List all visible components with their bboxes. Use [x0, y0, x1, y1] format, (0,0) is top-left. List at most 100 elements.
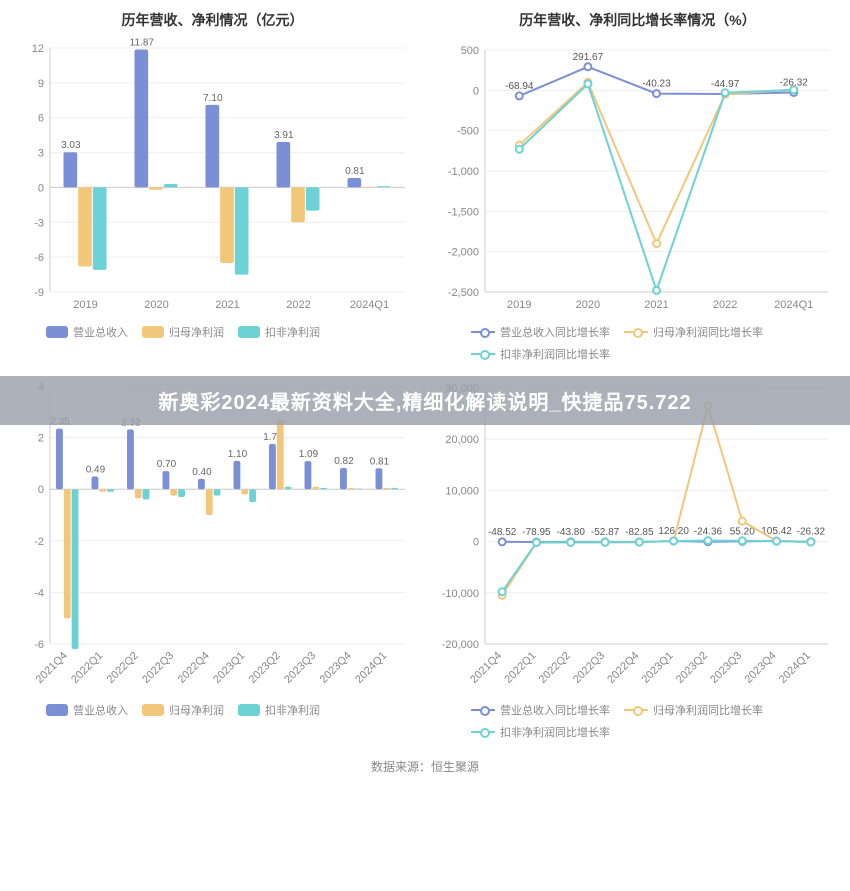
data-source-footer: 数据来源：恒生聚源 — [0, 748, 850, 793]
svg-text:12: 12 — [32, 43, 44, 55]
legend-label: 扣非净利润 — [265, 702, 320, 718]
svg-text:-4: -4 — [34, 587, 44, 599]
legend-tl: 营业总收入 归母净利润 扣非净利润 — [10, 318, 415, 342]
swatch-icon — [471, 327, 495, 337]
svg-text:-6: -6 — [34, 252, 44, 264]
legend-item: 营业总收入同比增长率 — [471, 702, 610, 718]
svg-text:2022Q2: 2022Q2 — [537, 650, 573, 686]
svg-text:291.67: 291.67 — [573, 52, 604, 63]
svg-text:2022Q4: 2022Q4 — [605, 650, 641, 686]
svg-text:9: 9 — [38, 78, 44, 90]
svg-text:0: 0 — [473, 537, 479, 549]
legend-item: 营业总收入 — [46, 702, 128, 718]
svg-text:3.03: 3.03 — [61, 140, 81, 151]
svg-text:2024Q1: 2024Q1 — [774, 299, 813, 311]
svg-text:6: 6 — [38, 113, 44, 125]
svg-text:-82.85: -82.85 — [625, 527, 654, 538]
legend-item: 归母净利润 — [142, 702, 224, 718]
footer-text: 数据来源：恒生聚源 — [371, 760, 479, 774]
svg-text:7.10: 7.10 — [203, 93, 223, 104]
svg-text:2021: 2021 — [215, 299, 239, 311]
legend-label: 营业总收入 — [73, 702, 128, 718]
svg-text:0.82: 0.82 — [334, 456, 354, 467]
svg-text:-20,000: -20,000 — [442, 639, 479, 651]
svg-text:500: 500 — [461, 45, 479, 57]
panel-top-right: 历年营收、净利同比增长率情况（%） -2,500-2,000-1,500-1,0… — [425, 0, 850, 370]
svg-text:3.91: 3.91 — [274, 130, 294, 141]
svg-text:-2,000: -2,000 — [448, 247, 479, 259]
svg-text:2022: 2022 — [286, 299, 310, 311]
legend-label: 营业总收入同比增长率 — [500, 324, 610, 340]
swatch-icon — [624, 705, 648, 715]
legend-br: 营业总收入同比增长率 归母净利润同比增长率 扣非净利润同比增长率 — [435, 696, 840, 742]
svg-text:2024Q1: 2024Q1 — [353, 650, 389, 686]
legend-label: 归母净利润同比增长率 — [653, 702, 763, 718]
legend-item: 扣非净利润同比增长率 — [471, 346, 610, 362]
swatch-icon — [142, 326, 164, 338]
svg-text:2023Q4: 2023Q4 — [742, 650, 778, 686]
chart-title: 历年营收、净利同比增长率情况（%） — [435, 6, 840, 38]
svg-text:55.20: 55.20 — [730, 526, 755, 537]
svg-text:2022Q1: 2022Q1 — [69, 650, 105, 686]
svg-text:-68.94: -68.94 — [505, 81, 534, 92]
svg-text:2022Q3: 2022Q3 — [571, 650, 607, 686]
panel-bottom-left: -6-4-20242021Q42.352022Q10.492022Q22.322… — [0, 370, 425, 748]
svg-text:2022Q1: 2022Q1 — [502, 650, 538, 686]
svg-text:2021Q4: 2021Q4 — [34, 650, 70, 686]
legend-item: 归母净利润同比增长率 — [624, 702, 763, 718]
svg-text:2022Q4: 2022Q4 — [176, 650, 212, 686]
legend-item: 扣非净利润 — [238, 702, 320, 718]
svg-text:0.81: 0.81 — [370, 456, 390, 467]
svg-text:0: 0 — [473, 85, 479, 97]
legend-label: 归母净利润同比增长率 — [653, 324, 763, 340]
overlay-text: 新奥彩2024最新资料大全,精细化解读说明_快捷品75.722 — [158, 392, 691, 414]
svg-text:2022Q3: 2022Q3 — [140, 650, 176, 686]
svg-text:-78.95: -78.95 — [522, 527, 551, 538]
swatch-icon — [471, 705, 495, 715]
panel-bottom-right: -20,000-10,000010,00020,00030,0002021Q42… — [425, 370, 850, 748]
dashboard-grid: 历年营收、净利情况（亿元） -9-6-303691220193.03202011… — [0, 0, 850, 748]
legend-bl: 营业总收入 归母净利润 扣非净利润 — [10, 696, 415, 720]
watermark-overlay: 新奥彩2024最新资料大全,精细化解读说明_快捷品75.722 — [0, 376, 850, 425]
legend-tr: 营业总收入同比增长率 归母净利润同比增长率 扣非净利润同比增长率 — [435, 318, 840, 364]
swatch-icon — [46, 704, 68, 716]
svg-text:-48.52: -48.52 — [488, 527, 517, 538]
svg-text:11.87: 11.87 — [130, 38, 155, 49]
svg-text:2023Q4: 2023Q4 — [318, 650, 354, 686]
svg-text:-3: -3 — [34, 217, 44, 229]
svg-text:0.49: 0.49 — [86, 465, 106, 476]
svg-text:-43.80: -43.80 — [557, 527, 586, 538]
svg-text:3: 3 — [38, 148, 44, 160]
svg-text:2020: 2020 — [144, 299, 168, 311]
svg-text:2020: 2020 — [576, 299, 600, 311]
svg-text:126.20: 126.20 — [658, 526, 689, 537]
svg-text:1.10: 1.10 — [228, 449, 248, 460]
svg-text:-2: -2 — [34, 536, 44, 548]
svg-text:2023Q3: 2023Q3 — [282, 650, 318, 686]
svg-text:-2,500: -2,500 — [448, 287, 479, 299]
svg-text:2: 2 — [38, 433, 44, 445]
svg-text:-26.32: -26.32 — [797, 527, 826, 538]
svg-text:2022Q2: 2022Q2 — [105, 650, 141, 686]
svg-text:0: 0 — [38, 484, 44, 496]
svg-text:2021Q4: 2021Q4 — [468, 650, 504, 686]
svg-text:2019: 2019 — [507, 299, 531, 311]
svg-text:2023Q2: 2023Q2 — [674, 650, 710, 686]
legend-label: 扣非净利润同比增长率 — [500, 346, 610, 362]
svg-text:2022: 2022 — [713, 299, 737, 311]
swatch-icon — [46, 326, 68, 338]
svg-text:1.09: 1.09 — [299, 449, 319, 460]
svg-text:0.40: 0.40 — [192, 467, 212, 478]
svg-text:20,000: 20,000 — [445, 434, 479, 446]
chart-canvas-tr: -2,500-2,000-1,500-1,000-500050020192020… — [435, 38, 840, 318]
svg-text:-6: -6 — [34, 639, 44, 651]
svg-text:-500: -500 — [457, 126, 479, 138]
swatch-icon — [142, 704, 164, 716]
svg-text:2024Q1: 2024Q1 — [350, 299, 389, 311]
svg-text:0: 0 — [38, 182, 44, 194]
svg-text:2019: 2019 — [73, 299, 97, 311]
svg-text:2023Q1: 2023Q1 — [211, 650, 247, 686]
svg-text:-24.36: -24.36 — [694, 527, 723, 538]
swatch-icon — [238, 326, 260, 338]
svg-text:-10,000: -10,000 — [442, 588, 479, 600]
